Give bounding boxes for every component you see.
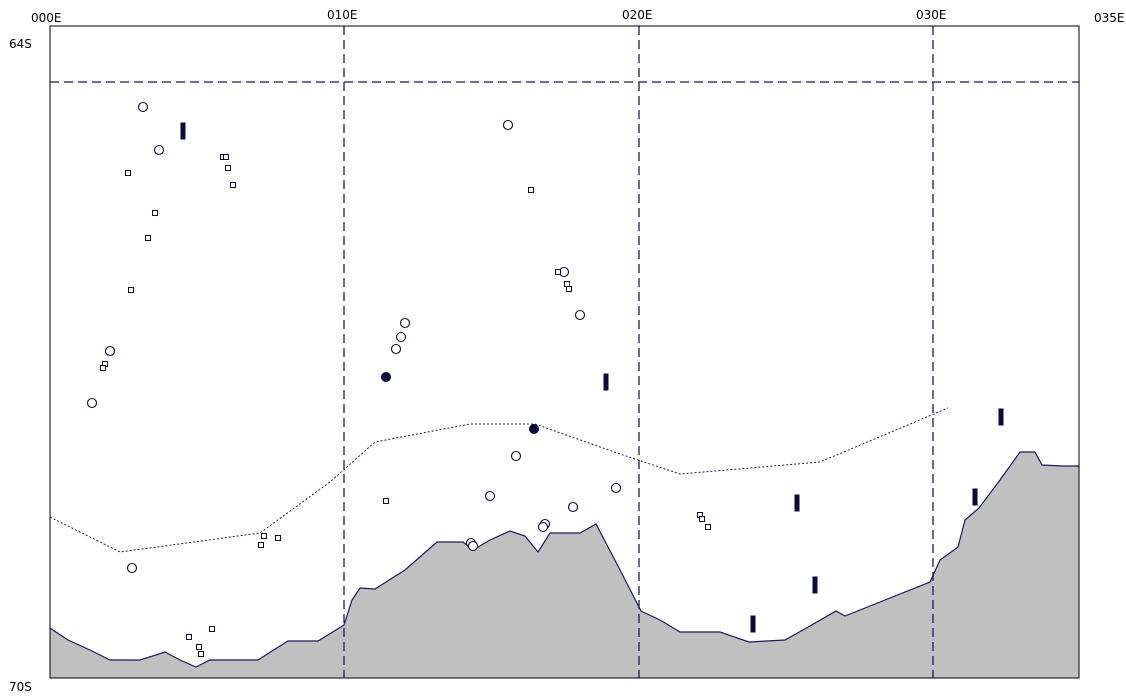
filled-circle-marker [381,372,391,382]
filled-bar-marker [603,373,609,391]
small-square-marker [564,281,570,287]
open-circle-marker [574,309,586,321]
small-square-marker [152,210,158,216]
lon-label-020e: 020E [622,8,653,22]
filled-bar-marker [750,615,756,633]
filled-bar-marker [812,576,818,594]
small-square-marker [125,170,131,176]
lon-label-000e: 000E [31,11,62,25]
map-border [49,25,1080,679]
open-circle-marker [399,317,411,329]
small-square-marker [528,187,534,193]
small-square-marker [383,498,389,504]
open-circle-marker [510,450,522,462]
open-circle-marker [610,482,622,494]
filled-bar-marker [972,488,978,506]
open-circle-marker [502,119,514,131]
small-square-marker [128,287,134,293]
small-square-marker [699,516,705,522]
open-circle-marker [395,331,407,343]
open-circle-marker [567,501,579,513]
small-square-marker [555,269,561,275]
open-circle-marker [484,490,496,502]
open-circle-marker [390,343,402,355]
filled-bar-marker [180,122,186,140]
lon-label-010e: 010E [327,8,358,22]
ice-edge-line [49,407,949,553]
antarctic-land [49,451,1079,678]
lon-label-035e: 035E [1094,11,1125,25]
open-circle-marker [153,144,165,156]
open-circle-marker [467,540,479,552]
graticule [50,26,1079,678]
filled-bar-marker [794,494,800,512]
small-square-marker [566,286,572,292]
map-frame [49,25,1080,679]
open-circle-marker [104,345,116,357]
small-square-marker [223,154,229,160]
land-fill [50,452,1079,678]
small-square-marker [198,651,204,657]
small-square-marker [261,533,267,539]
observation-markers [86,101,1004,657]
small-square-marker [209,626,215,632]
small-square-marker [275,535,281,541]
small-square-marker [196,644,202,650]
open-circle-marker [86,397,98,409]
open-circle-marker [137,101,149,113]
small-square-marker [145,235,151,241]
open-circle-marker [126,562,138,574]
small-square-marker [186,634,192,640]
small-square-marker [705,524,711,530]
filled-bar-marker [998,408,1004,426]
ice-edge [49,407,949,553]
small-square-marker [100,365,106,371]
lon-label-030e: 030E [916,8,947,22]
lat-label-64s: 64S [9,37,32,51]
filled-circle-marker [529,424,539,434]
coastline [49,451,1079,668]
open-circle-marker [537,521,549,533]
small-square-marker [258,542,264,548]
lat-label-70s: 70S [9,680,32,694]
small-square-marker [225,165,231,171]
small-square-marker [230,182,236,188]
